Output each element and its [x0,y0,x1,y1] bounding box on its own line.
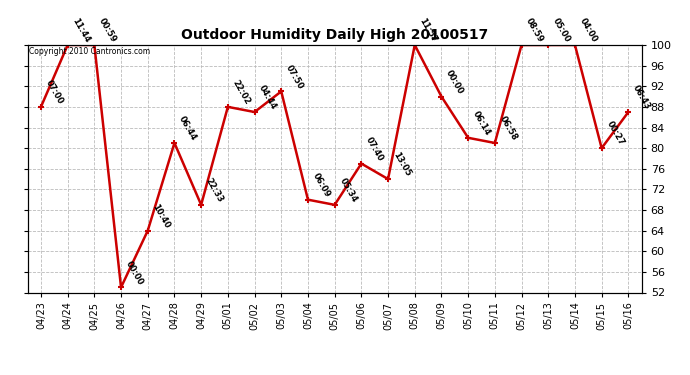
Text: 05:34: 05:34 [337,177,359,204]
Text: 00:59: 00:59 [97,17,118,44]
Text: 06:44: 06:44 [177,114,199,142]
Text: 11:57: 11:57 [417,16,439,44]
Text: 11:44: 11:44 [70,16,92,44]
Text: 04:44: 04:44 [257,84,279,111]
Text: 10:40: 10:40 [150,202,172,230]
Text: 06:14: 06:14 [471,110,492,137]
Text: Copyright 2010 Cantronics.com: Copyright 2010 Cantronics.com [29,48,150,57]
Text: 07:50: 07:50 [284,63,305,91]
Text: 00:00: 00:00 [124,259,145,286]
Text: 07:40: 07:40 [364,135,385,163]
Text: 08:59: 08:59 [524,17,545,44]
Text: 04:00: 04:00 [578,17,599,44]
Text: 06:09: 06:09 [310,171,332,199]
Text: 00:27: 00:27 [604,120,625,147]
Text: 22:02: 22:02 [230,78,252,106]
Title: Outdoor Humidity Daily High 20100517: Outdoor Humidity Daily High 20100517 [181,28,489,42]
Text: 06:43: 06:43 [631,84,652,111]
Text: 05:00: 05:00 [551,17,572,44]
Text: 06:58: 06:58 [497,115,519,142]
Text: 00:00: 00:00 [444,69,465,96]
Text: 13:05: 13:05 [391,151,412,178]
Text: 07:00: 07:00 [43,79,65,106]
Text: 22:33: 22:33 [204,177,225,204]
